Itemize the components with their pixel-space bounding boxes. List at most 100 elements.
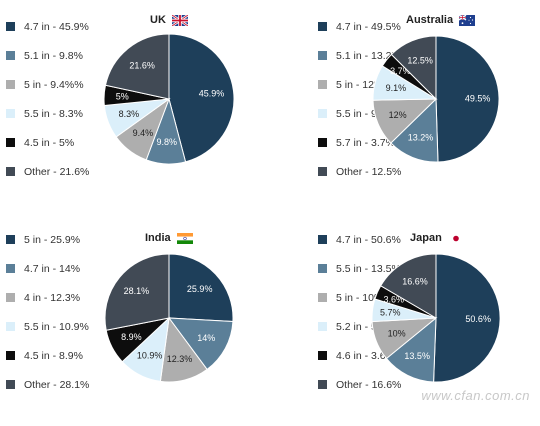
australia-flag-icon: [459, 14, 476, 26]
legend-swatch: [318, 293, 327, 302]
legend-swatch: [6, 22, 15, 31]
legend-swatch: [6, 235, 15, 244]
legend-label: 5.5 in - 13.5%: [336, 262, 401, 275]
legend-item: Other - 16.6%: [318, 370, 401, 399]
legend-label: Other - 12.5%: [336, 165, 402, 178]
legend-swatch: [318, 138, 327, 147]
legend-label: 4.7 in - 49.5%: [336, 20, 401, 33]
legend-swatch: [6, 51, 15, 60]
legend: 4.7 in - 50.6% 5.5 in - 13.5% 5 in - 10%…: [318, 225, 401, 399]
slice-data-label: 21.6%: [129, 61, 155, 71]
legend-label: 5.1 in - 13.2%: [336, 49, 401, 62]
legend-label: 5 in - 9.4%%: [24, 78, 84, 91]
chart-title-text: Japan: [410, 232, 442, 244]
chart-panel-japan: 4.7 in - 50.6% 5.5 in - 13.5% 5 in - 10%…: [270, 222, 540, 426]
legend-swatch: [318, 351, 327, 360]
slice-data-label: 9.8%: [157, 137, 178, 147]
legend-swatch: [6, 322, 15, 331]
legend-swatch: [6, 80, 15, 89]
slice-data-label: 8.3%: [119, 109, 140, 119]
pie-chart-india: 25.9% 14% 12.3% 10.9% 8.9% 28.1%: [104, 253, 234, 383]
legend-swatch: [6, 351, 15, 360]
chart-panel-australia: 4.7 in - 49.5% 5.1 in - 13.2% 5 in - 12%…: [270, 0, 540, 204]
legend-label: Other - 16.6%: [336, 378, 402, 391]
legend-label: Other - 21.6%: [24, 165, 90, 178]
chart-panel-india: 5 in - 25.9% 4.7 in - 14% 4 in - 12.3% 5…: [0, 222, 270, 426]
legend-label: Other - 28.1%: [24, 378, 90, 391]
slice-data-label: 14%: [197, 333, 215, 343]
legend-label: 4.7 in - 50.6%: [336, 233, 401, 246]
slice-data-label: 45.9%: [199, 89, 225, 99]
legend-item: 5 in - 25.9%: [6, 225, 89, 254]
slice-data-label: 13.5%: [404, 351, 430, 361]
legend-swatch: [6, 167, 15, 176]
legend-swatch: [318, 109, 327, 118]
legend-item: 4.7 in - 50.6%: [318, 225, 401, 254]
legend-item: 4.5 in - 8.9%: [6, 341, 89, 370]
legend-label: 4.7 in - 14%: [24, 262, 81, 275]
chart-title: Japan: [410, 232, 464, 244]
japan-flag-icon: [447, 232, 464, 244]
chart-title: India: [145, 232, 193, 244]
chart-title: UK: [150, 14, 188, 26]
legend-item: 5.5 in - 13.5%: [318, 254, 401, 283]
pie-slice: [433, 253, 501, 383]
legend-label: 4 in - 12.3%: [24, 291, 81, 304]
legend-item: 4.7 in - 45.9%: [6, 12, 89, 41]
legend-swatch: [318, 322, 327, 331]
legend-item: 5 in - 10%: [318, 283, 401, 312]
legend-label: 4.6 in - 3.6%: [336, 349, 395, 362]
slice-data-label: 3.6%: [384, 294, 405, 304]
pie-slice: [167, 317, 234, 371]
slice-data-label: 9.4%: [133, 128, 154, 138]
legend-item: 4 in - 12.3%: [6, 283, 89, 312]
legend-item: 4.7 in - 49.5%: [318, 12, 401, 41]
legend-item: Other - 21.6%: [6, 157, 89, 186]
slice-data-label: 28.1%: [124, 286, 150, 296]
slice-data-label: 12.3%: [167, 354, 193, 364]
legend: 5 in - 25.9% 4.7 in - 14% 4 in - 12.3% 5…: [6, 225, 89, 399]
legend-item: 5.5 in - 8.3%: [6, 99, 89, 128]
legend-swatch: [6, 264, 15, 273]
slice-data-label: 5%: [116, 91, 129, 101]
legend-swatch: [318, 235, 327, 244]
slice-data-label: 8.9%: [121, 332, 142, 342]
legend-label: 5.5 in - 8.3%: [24, 107, 83, 120]
legend-label: 5.5 in - 10.9%: [24, 320, 89, 333]
legend-swatch: [318, 380, 327, 389]
legend-swatch: [318, 22, 327, 31]
legend-swatch: [6, 293, 15, 302]
pie-slice: [435, 35, 500, 163]
slice-data-label: 49.5%: [465, 93, 491, 103]
legend-label: 5 in - 12%: [336, 78, 384, 91]
chart-title: Australia: [406, 14, 476, 26]
slice-data-label: 13.2%: [408, 133, 434, 143]
slice-data-label: 3.7%: [390, 66, 411, 76]
chart-panel-uk: 4.7 in - 45.9% 5.1 in - 9.8% 5 in - 9.4%…: [0, 0, 270, 204]
slice-data-label: 5.7%: [380, 307, 401, 317]
legend-swatch: [318, 51, 327, 60]
pie-slice: [104, 253, 170, 331]
slice-data-label: 12.5%: [407, 56, 433, 66]
legend-item: 5.7 in - 3.7%: [318, 128, 401, 157]
legend-label: 5 in - 10%: [336, 291, 384, 304]
pie-chart-japan: 50.6% 13.5% 10% 5.7% 3.6% 16.6%: [371, 253, 501, 383]
pie-slice: [168, 253, 234, 323]
legend-label: 5.7 in - 3.7%: [336, 136, 395, 149]
legend-label: 4.7 in - 45.9%: [24, 20, 89, 33]
legend-item: 5 in - 9.4%%: [6, 70, 89, 99]
legend-item: 4.6 in - 3.6%: [318, 341, 401, 370]
legend-label: 5 in - 25.9%: [24, 233, 81, 246]
pie-slice: [104, 33, 170, 100]
legend-item: 4.7 in - 14%: [6, 254, 89, 283]
pie-slice: [380, 253, 437, 319]
uk-flag-icon: [171, 14, 188, 26]
slice-data-label: 50.6%: [465, 314, 491, 324]
india-flag-icon: [176, 232, 193, 244]
slice-data-label: 16.6%: [402, 276, 428, 286]
legend-swatch: [6, 380, 15, 389]
legend: 4.7 in - 45.9% 5.1 in - 9.8% 5 in - 9.4%…: [6, 12, 89, 186]
legend-label: 5.1 in - 9.8%: [24, 49, 83, 62]
pie-slice: [385, 316, 437, 383]
slice-data-label: 10.9%: [137, 351, 163, 361]
